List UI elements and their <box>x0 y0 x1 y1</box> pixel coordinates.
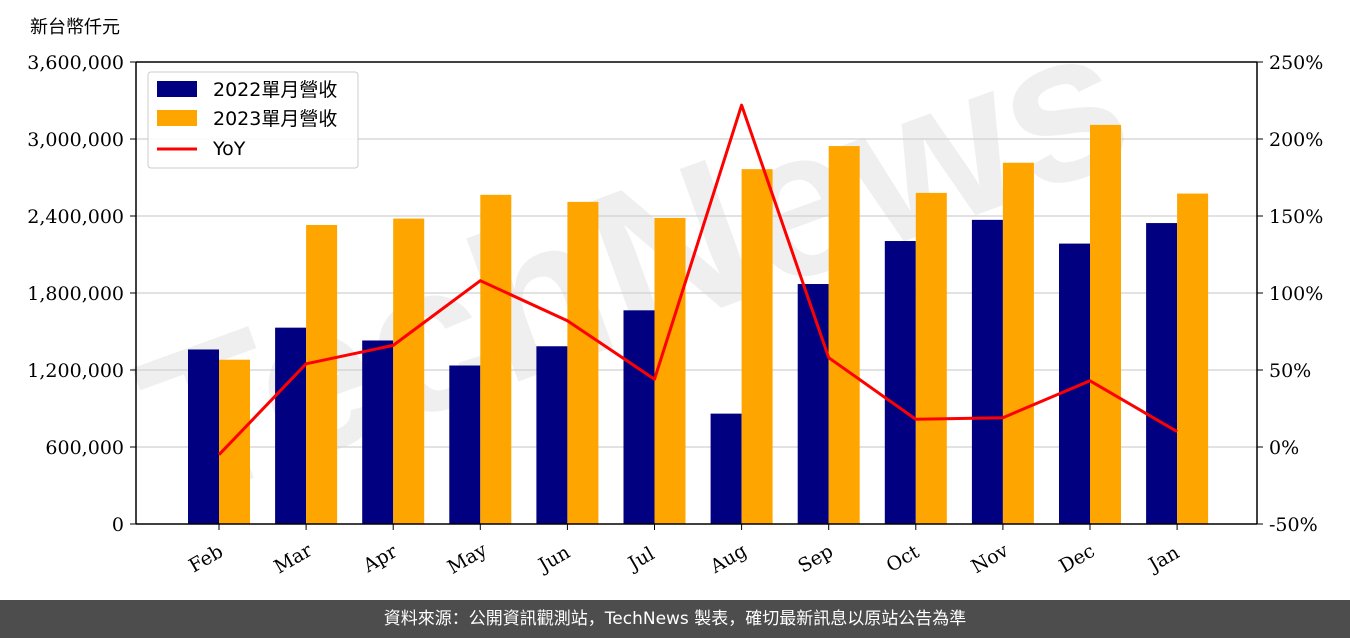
left-tick-label: 0 <box>112 514 124 536</box>
bar-2023單月營收-Nov <box>1002 162 1034 524</box>
bar-2023單月營收-Mar <box>306 224 338 524</box>
bar-2023單月營收-Aug <box>741 169 773 525</box>
bar-2022單月營收-Jan <box>1146 223 1178 524</box>
legend-label-2022: 2022單月營收 <box>213 79 337 101</box>
legend-swatch-2023 <box>157 110 197 126</box>
bar-2023單月營收-Sep <box>828 146 860 524</box>
bar-2023單月營收-Feb <box>219 359 250 524</box>
bar-2022單月營收-Sep <box>797 284 829 524</box>
left-tick-label: 1,200,000 <box>27 360 124 382</box>
bar-2023單月營收-Jun <box>567 201 599 524</box>
legend-label-yoy: YoY <box>212 138 246 160</box>
legend-label-2023: 2023單月營收 <box>213 108 337 130</box>
bar-2022單月營收-Jul <box>623 310 655 524</box>
bar-2023單月營收-Apr <box>393 218 425 525</box>
bar-2022單月營收-May <box>449 365 481 524</box>
yoy-line <box>217 103 1178 456</box>
right-tick-label: 250% <box>1269 52 1323 74</box>
bar-2022單月營收-Feb <box>188 349 219 524</box>
right-tick-label: 50% <box>1269 360 1311 382</box>
bar-2023單月營收-May <box>480 194 512 524</box>
bar-2022單月營收-Nov <box>971 219 1003 524</box>
left-tick-label: 600,000 <box>45 437 124 459</box>
legend: 2022單月營收 2023單月營收 YoY <box>147 71 359 169</box>
x-tick-label: May <box>444 539 491 579</box>
x-tick-label: Jun <box>533 541 574 577</box>
left-tick-label: 3,600,000 <box>27 52 124 74</box>
left-tick-label: 1,800,000 <box>27 283 124 305</box>
left-tick-label: 3,000,000 <box>27 129 124 151</box>
x-tick-label: Feb <box>185 540 227 577</box>
x-tick-label: Jul <box>623 543 658 576</box>
bar-2023單月營收-Oct <box>915 192 947 524</box>
bar-2022單月營收-Jun <box>536 346 568 524</box>
legend-swatch-2022 <box>157 81 197 97</box>
unit-label: 新台幣仟元 <box>30 17 120 38</box>
legend-frame <box>147 71 359 169</box>
chart: TechNews 0600,0001,200,0001,800,0002,400… <box>27 0 1323 579</box>
bars <box>188 124 1209 525</box>
right-tick-label: 0% <box>1269 437 1299 459</box>
left-tick-label: 2,400,000 <box>27 206 124 228</box>
right-tick-label: 100% <box>1269 283 1323 305</box>
bar-2023單月營收-Dec <box>1090 124 1121 524</box>
right-tick-label: 150% <box>1269 206 1323 228</box>
bar-2023單月營收-Jul <box>654 217 686 525</box>
source-footer: 資料來源：公開資訊觀測站，TechNews 製表，確切最新訊息以原站公告為準 <box>0 600 1350 638</box>
bar-2022單月營收-Mar <box>275 327 307 524</box>
x-tick-label: Jan <box>1143 541 1183 577</box>
right-tick-label: -50% <box>1269 514 1318 536</box>
x-tick-label: Dec <box>1055 540 1098 578</box>
bar-2022單月營收-Apr <box>362 340 394 524</box>
x-tick-label: Nov <box>968 539 1013 578</box>
x-tick-label: Aug <box>706 540 751 579</box>
x-tick-label: Mar <box>270 539 316 578</box>
bar-2022單月營收-Aug <box>710 413 742 524</box>
yoy-line-path <box>217 103 1178 456</box>
bar-2022單月營收-Oct <box>884 241 916 524</box>
right-tick-label: 200% <box>1269 129 1323 151</box>
x-tick-label: Sep <box>794 540 837 577</box>
x-tick-label: Oct <box>883 541 924 577</box>
bar-2023單月營收-Jan <box>1177 193 1209 524</box>
x-tick-label: Apr <box>359 540 402 577</box>
